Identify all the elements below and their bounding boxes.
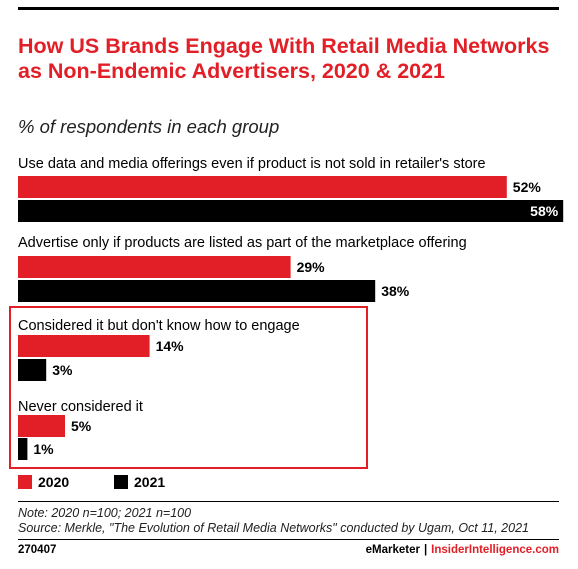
- footer-divider-bottom: [18, 539, 559, 540]
- value-label-2021-2: 3%: [52, 362, 73, 378]
- legend-label-2021: 2021: [134, 474, 166, 490]
- value-label-2021-1: 38%: [381, 283, 410, 299]
- value-label-2021-0: 58%: [530, 203, 559, 219]
- category-label: Never considered it: [18, 399, 143, 415]
- legend-swatch-2020: [18, 475, 32, 489]
- bar-2020-3: [18, 415, 65, 437]
- bar-2021-0: [18, 200, 564, 222]
- chart-title: How US Brands Engage With Retail Media N…: [18, 34, 550, 83]
- category-label: Advertise only if products are listed as…: [18, 235, 467, 251]
- legend-swatch-2021: [114, 475, 128, 489]
- brand-emarketer: eMarketer: [365, 544, 420, 556]
- highlight-box: [9, 306, 368, 469]
- category-label: Use data and media offerings even if pro…: [18, 156, 486, 172]
- footer-note: Note: 2020 n=100; 2021 n=100: [18, 506, 192, 520]
- brand-line: eMarketer | InsiderIntelligence.com: [366, 544, 559, 556]
- category-label: Considered it but don't know how to enga…: [18, 318, 300, 334]
- value-label-2020-0: 52%: [513, 179, 542, 195]
- brand-separator: |: [423, 544, 428, 556]
- chart-code: 270407: [18, 544, 57, 556]
- chart-subtitle: % of respondents in each group: [18, 116, 280, 137]
- bar-2020-1: [18, 256, 291, 278]
- bar-2020-2: [18, 335, 150, 357]
- legend-label-2020: 2020: [38, 474, 70, 490]
- top-rule: [18, 7, 559, 10]
- value-label-2020-1: 29%: [297, 259, 326, 275]
- bar-2021-1: [18, 280, 376, 302]
- value-label-2020-3: 5%: [71, 418, 92, 434]
- footer-source: Source: Merkle, "The Evolution of Retail…: [18, 521, 529, 535]
- value-label-2021-3: 1%: [33, 441, 54, 457]
- value-label-2020-2: 14%: [156, 338, 185, 354]
- bar-2021-3: [18, 438, 28, 460]
- brand-insider: InsiderIntelligence.com: [431, 544, 559, 556]
- footer-divider: [18, 501, 559, 502]
- legend-item-2021: 2021: [114, 474, 165, 490]
- bar-2021-2: [18, 359, 47, 381]
- bar-2020-0: [18, 176, 507, 198]
- legend-item-2020: 2020: [18, 474, 69, 490]
